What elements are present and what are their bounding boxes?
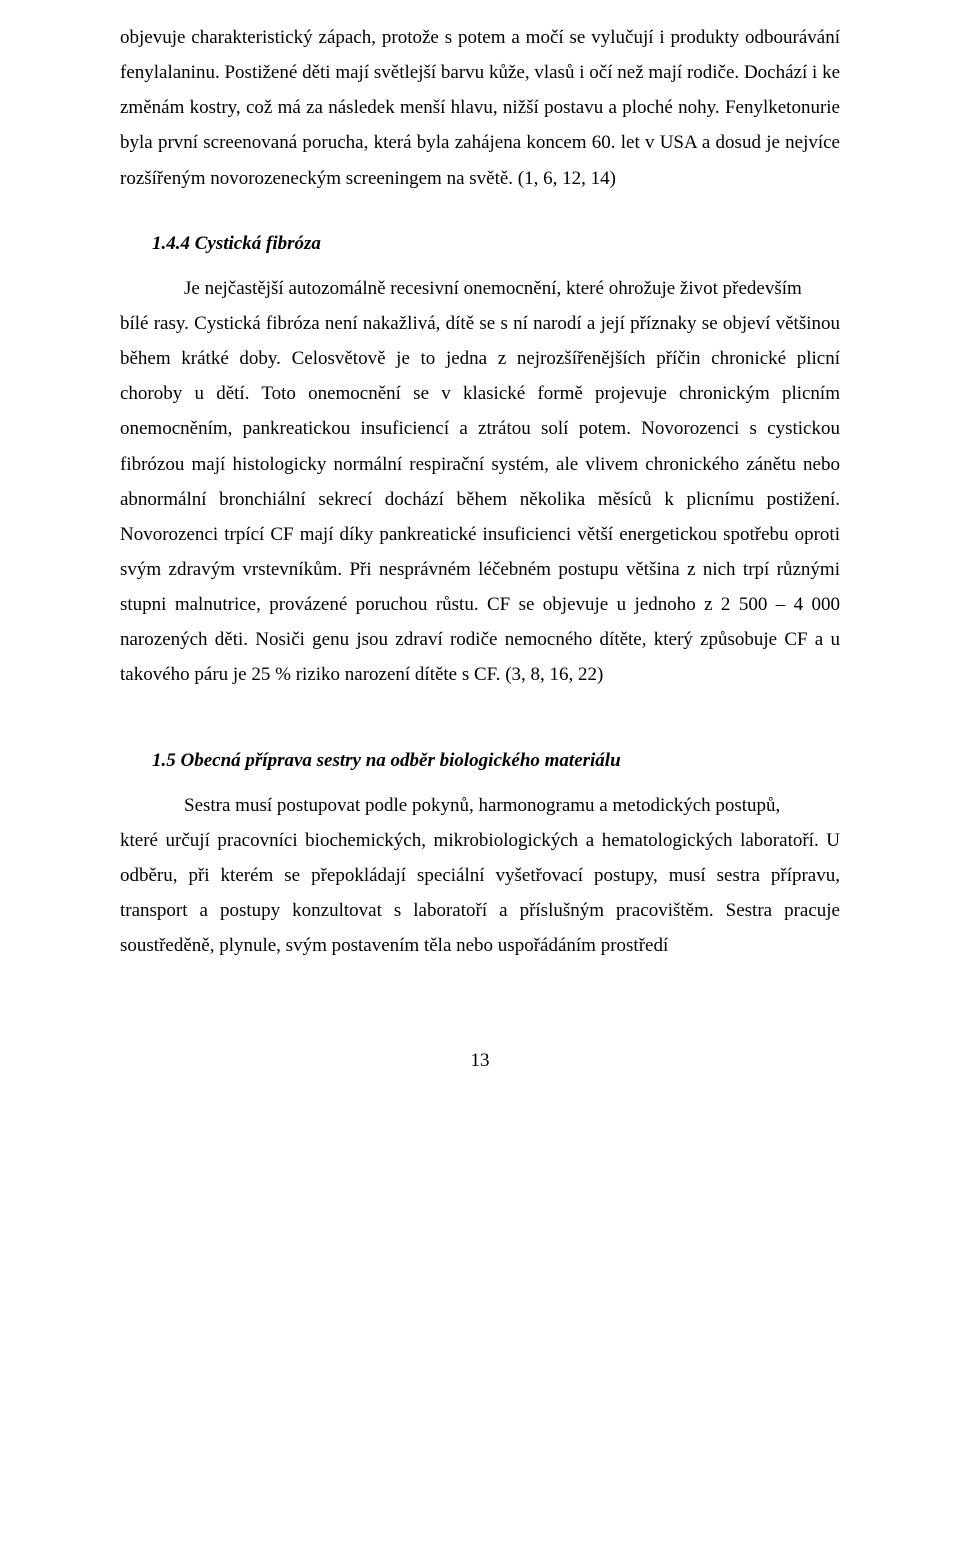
document-page: objevuje charakteristický zápach, protož… — [0, 0, 960, 1545]
paragraph-lead-line: Je nejčastější autozomálně recesivní one… — [120, 271, 840, 306]
paragraph-intro-continuation: objevuje charakteristický zápach, protož… — [120, 20, 840, 196]
paragraph-cystic-fibrosis: Je nejčastější autozomálně recesivní one… — [120, 271, 840, 693]
heading-cystic-fibrosis: 1.4.4 Cystická fibróza — [120, 226, 840, 261]
paragraph-nurse-preparation: Sestra musí postupovat podle pokynů, har… — [120, 788, 840, 964]
paragraph-body: bílé rasy. Cystická fibróza není nakažli… — [120, 306, 840, 693]
page-number: 13 — [120, 1043, 840, 1078]
paragraph-body: které určují pracovníci biochemických, m… — [120, 823, 840, 964]
heading-nurse-preparation: 1.5 Obecná příprava sestry na odběr biol… — [120, 743, 840, 778]
paragraph-lead-line: Sestra musí postupovat podle pokynů, har… — [120, 788, 840, 823]
